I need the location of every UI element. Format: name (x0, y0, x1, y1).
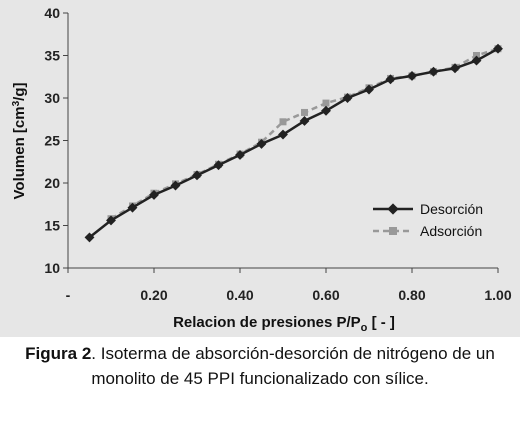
x-axis-title: Relacion de presiones P/Po [ - ] (173, 314, 395, 334)
series-line-adsorcion (110, 47, 499, 220)
legend-marker-desorcion (387, 203, 399, 215)
legend-marker-adsorcion (389, 227, 397, 235)
data-point-desorcion (149, 189, 159, 200)
y-axis-title: Volumen [cm3/g] (11, 83, 28, 200)
x-tick-label: 1.00 (484, 287, 511, 303)
axes: 10 15 20 25 30 35 40 - 0.20 0.40 0.60 0.80 1.00 (44, 5, 511, 303)
data-point-desorcion (84, 232, 95, 243)
y-tick-label: 35 (44, 48, 60, 64)
x-tick-label: 0.40 (226, 287, 253, 303)
data-point-adsorcion (301, 108, 308, 116)
figure-caption: Figura 2. Isoterma de absorción-desorció… (0, 341, 520, 391)
x-tick-label: - (66, 287, 71, 303)
data-point-desorcion (170, 180, 181, 191)
legend-label-adsorcion: Adsorción (420, 223, 482, 239)
caption-label: Figura 2 (25, 344, 92, 363)
data-point-adsorcion (322, 99, 330, 107)
y-tick-label: 40 (44, 5, 60, 21)
data-point-desorcion (127, 202, 138, 213)
legend: Desorción Adsorción (373, 201, 483, 239)
data-point-adsorcion (279, 118, 287, 126)
isotherm-chart: 10 15 20 25 30 35 40 - 0.20 0.40 0.60 0.80 1.00 Volu… (11, 5, 512, 334)
data-point-adsorcion (473, 52, 480, 59)
caption-text: . Isoterma de absorción-desorción de nit… (91, 344, 495, 388)
y-tick-label: 25 (44, 133, 60, 149)
legend-label-desorcion: Desorción (420, 201, 483, 217)
data-point-desorcion (256, 138, 267, 149)
y-tick-label: 10 (44, 260, 60, 276)
y-tick-label: 30 (44, 90, 60, 106)
legend-item-desorcion: Desorción (373, 201, 483, 217)
data-point-desorcion (235, 150, 245, 160)
series-layer (84, 43, 503, 243)
x-tick-label: 0.80 (398, 287, 425, 303)
y-tick-label: 15 (44, 218, 60, 234)
plot-panel (0, 0, 520, 337)
data-point-desorcion (278, 129, 288, 140)
legend-item-adsorcion: Adsorción (373, 223, 482, 239)
x-tick-label: 0.60 (312, 287, 339, 303)
y-tick-label: 20 (44, 175, 60, 191)
x-tick-label: 0.20 (140, 287, 167, 303)
data-point-desorcion (106, 215, 116, 226)
data-point-desorcion (213, 160, 224, 171)
data-point-desorcion (192, 170, 202, 181)
